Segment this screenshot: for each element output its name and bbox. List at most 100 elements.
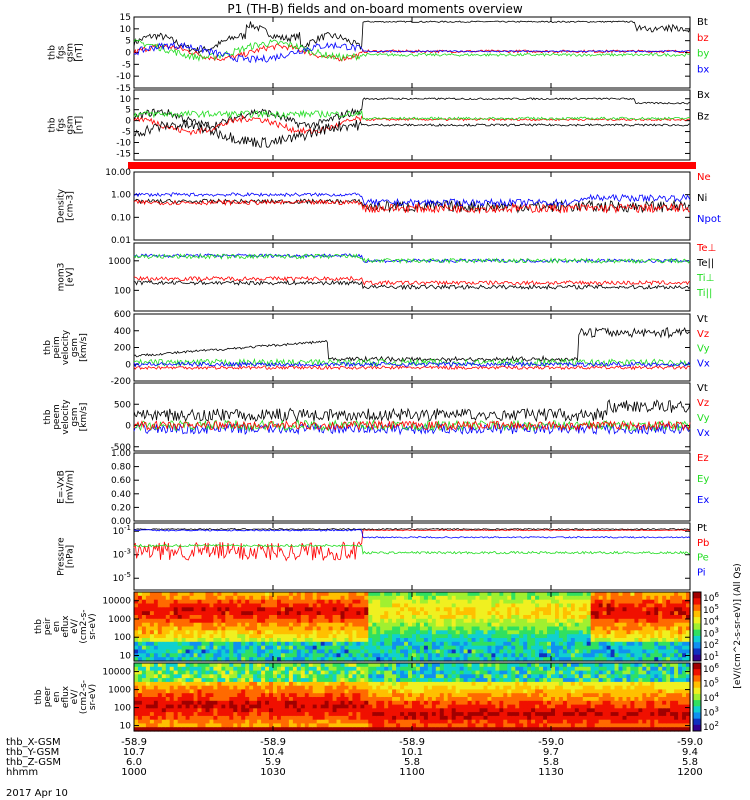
heatmap-cell	[408, 666, 413, 672]
heatmap-cell	[467, 649, 473, 654]
heatmap-cell	[197, 599, 203, 605]
heatmap-cell	[451, 653, 457, 658]
heatmap-cell	[233, 653, 238, 658]
heatmap-cell	[578, 708, 584, 713]
heatmap-cell	[483, 685, 489, 691]
heatmap-cell	[467, 653, 473, 658]
heatmap-cell	[682, 645, 687, 651]
heatmap-cell	[332, 641, 338, 647]
heatmap-cell	[257, 641, 262, 647]
heatmap-cell	[443, 615, 449, 620]
heatmap-cell	[634, 595, 639, 601]
heatmap-cell	[507, 611, 512, 616]
heatmap-cell	[590, 607, 596, 612]
heatmap-cell	[495, 649, 500, 654]
heatmap-cell	[205, 678, 211, 683]
heatmap-cell	[356, 657, 361, 662]
heatmap-cell	[138, 641, 143, 647]
heatmap-cell	[181, 674, 187, 679]
heatmap-cell	[475, 657, 481, 662]
heatmap-cell	[356, 678, 361, 683]
heatmap-cell	[586, 670, 592, 675]
heatmap-cell	[455, 618, 461, 624]
heatmap-cell	[463, 622, 469, 628]
heatmap-cell	[531, 630, 536, 635]
heatmap-cell	[678, 622, 683, 628]
heatmap-cell	[495, 674, 500, 679]
heatmap-cell	[467, 678, 473, 683]
heatmap-cell	[316, 715, 322, 721]
heatmap-cell	[134, 708, 139, 713]
heatmap-cell	[523, 641, 528, 647]
heatmap-cell	[658, 649, 663, 654]
heatmap-cell	[666, 645, 671, 651]
heatmap-cell	[372, 693, 377, 698]
heatmap-cell	[555, 685, 560, 691]
heatmap-cell	[618, 595, 624, 601]
heatmap-cell	[209, 685, 215, 691]
heatmap-cell	[332, 645, 338, 651]
heatmap-cell	[324, 678, 330, 683]
heatmap-cell	[372, 599, 377, 605]
heatmap-cell	[419, 700, 425, 706]
heatmap-cell	[201, 663, 207, 668]
heatmap-cell	[543, 689, 548, 694]
heatmap-cell	[344, 615, 350, 620]
heatmap-cell	[467, 657, 473, 662]
heatmap-cell	[590, 592, 596, 597]
heatmap-cell	[177, 626, 183, 631]
heatmap-cell	[273, 634, 278, 639]
heatmap-cell	[666, 618, 671, 624]
heatmap-cell	[586, 641, 592, 647]
heatmap-cell	[507, 670, 512, 675]
heatmap-cell	[594, 615, 600, 620]
heatmap-cell	[586, 663, 592, 668]
heatmap-cell	[487, 653, 493, 658]
heatmap-cell	[261, 663, 266, 668]
heatmap-cell	[408, 634, 413, 639]
heatmap-cell	[312, 615, 318, 620]
heatmap-cell	[602, 689, 608, 694]
heatmap-cell	[416, 626, 421, 631]
heatmap-cell	[288, 611, 294, 616]
heatmap-cell	[419, 697, 425, 702]
heatmap-cell	[551, 719, 556, 725]
heatmap-cell	[384, 649, 389, 654]
heatmap-cell	[427, 681, 433, 687]
heatmap-cell	[356, 704, 361, 709]
heatmap-cell	[396, 727, 401, 732]
heatmap-cell	[574, 657, 580, 662]
heatmap-cell	[292, 704, 298, 709]
heatmap-cell	[384, 674, 389, 679]
heatmap-cell	[654, 603, 659, 608]
heatmap-cell	[455, 727, 461, 732]
heatmap-cell	[562, 630, 568, 635]
density-ylabel-line: Density	[57, 188, 67, 223]
heatmap-cell	[173, 712, 179, 717]
heatmap-cell	[197, 603, 203, 608]
heatmap-cell	[364, 657, 369, 662]
heatmap-cell	[273, 603, 278, 608]
heatmap-cell	[551, 666, 556, 672]
heatmap-cell	[634, 615, 639, 620]
heatmap-cell	[558, 630, 564, 635]
heatmap-cell	[535, 708, 540, 713]
heatmap-cell	[582, 708, 588, 713]
heatmap-cell	[173, 670, 179, 675]
heatmap-cell	[487, 607, 493, 612]
heatmap-cell	[312, 622, 318, 628]
heatmap-cell	[479, 638, 485, 643]
heatmap-cell	[308, 700, 314, 706]
heatmap-cell	[451, 674, 457, 679]
heatmap-cell	[229, 622, 234, 628]
heatmap-cell	[376, 685, 381, 691]
heatmap-cell	[666, 615, 671, 620]
heatmap-cell	[316, 670, 322, 675]
heatmap-cell	[547, 678, 552, 683]
heatmap-cell	[217, 689, 222, 694]
heatmap-cell	[483, 622, 489, 628]
heatmap-cell	[257, 727, 262, 732]
heatmap-cell	[181, 681, 187, 687]
heatmap-cell	[535, 634, 540, 639]
heatmap-cell	[435, 693, 441, 698]
